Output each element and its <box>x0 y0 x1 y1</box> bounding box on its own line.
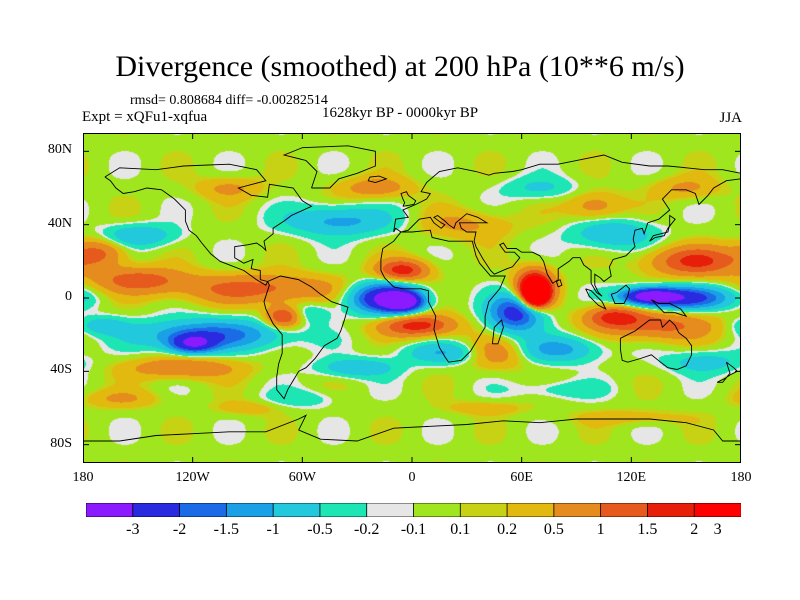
colorbar-swatch <box>600 503 649 517</box>
coastline-7 <box>400 191 417 207</box>
lat-label: 0 <box>65 289 72 304</box>
map-border <box>83 133 741 463</box>
colorbar-swatch <box>272 503 321 517</box>
coastlines <box>83 145 741 442</box>
coastline-1 <box>282 145 376 189</box>
colorbar-label: 3 <box>713 521 722 538</box>
colorbar-swatch <box>319 503 368 517</box>
lon-label: 60E <box>510 470 533 485</box>
lon-label: 60W <box>288 470 316 485</box>
coastline-8 <box>649 214 676 242</box>
colorbar-label: -3 <box>126 521 140 538</box>
coastline-0 <box>104 163 313 286</box>
coastline-4 <box>491 319 504 345</box>
lat-label: 40S <box>50 362 72 378</box>
coastline-5 <box>393 154 741 233</box>
colorbar-label: -1.5 <box>213 521 240 538</box>
colorbar-label: 1 <box>596 521 605 538</box>
coastline-15 <box>555 279 563 288</box>
coastline-6 <box>393 178 741 297</box>
coastline-3 <box>380 229 506 363</box>
coastline-9 <box>619 319 693 370</box>
lat-label: 40N <box>47 215 72 231</box>
colorbar-label: 0.5 <box>543 521 564 538</box>
coastline-2 <box>263 275 349 400</box>
colorbar-swatch <box>506 503 555 517</box>
colorbar-label: -1 <box>266 521 280 538</box>
colorbar-label: -0.5 <box>307 521 333 538</box>
colorbar-label: 0.1 <box>450 521 471 538</box>
colorbar-swatch <box>86 503 134 517</box>
colorbar-label: 2 <box>690 521 699 538</box>
map-frame <box>83 133 741 463</box>
colorbar-swatch <box>459 503 508 517</box>
stats-text: rmsd= 0.808684 diff= -0.00282514 <box>130 93 328 108</box>
colorbar-swatch <box>693 503 741 517</box>
colorbar-swatch <box>413 503 461 517</box>
period-label: 1628kyr BP - 0000kyr BP <box>322 105 479 121</box>
lat-label: 80N <box>47 142 72 158</box>
colorbar-swatch <box>647 503 695 517</box>
coastline-10 <box>610 284 630 304</box>
lon-label: 0 <box>408 470 416 485</box>
colorbar-swatch <box>225 503 274 517</box>
lon-label: 180 <box>730 470 752 485</box>
colorbar-swatch <box>179 503 228 517</box>
lon-label: 180 <box>72 470 94 485</box>
colorbar-label: -0.1 <box>400 521 427 538</box>
colorbar-label: -2 <box>172 521 187 538</box>
coastline-12 <box>651 299 688 318</box>
experiment-label: Expt = xQFu1-xqfua <box>82 109 208 125</box>
colorbar-label: 0.2 <box>497 521 518 538</box>
map-title: Divergence (smoothed) at 200 hPa (10**6 … <box>115 50 685 83</box>
season-label: JJA <box>719 110 742 126</box>
coastline-13 <box>717 361 739 383</box>
colorbar-swatch <box>553 503 602 517</box>
colorbar-label: -0.2 <box>354 521 380 538</box>
colorbar-label: 1.5 <box>637 521 658 538</box>
coastline-14 <box>83 414 741 442</box>
lon-label: 120E <box>616 470 647 485</box>
colorbar-swatch <box>366 503 415 517</box>
lat-label: 80S <box>50 435 72 451</box>
colorbar <box>86 503 741 517</box>
lon-label: 120W <box>175 470 210 485</box>
colorbar-swatch <box>132 503 181 517</box>
coastline-11 <box>585 288 607 311</box>
divergence-map-field <box>83 133 741 463</box>
coastline-16 <box>367 175 388 183</box>
